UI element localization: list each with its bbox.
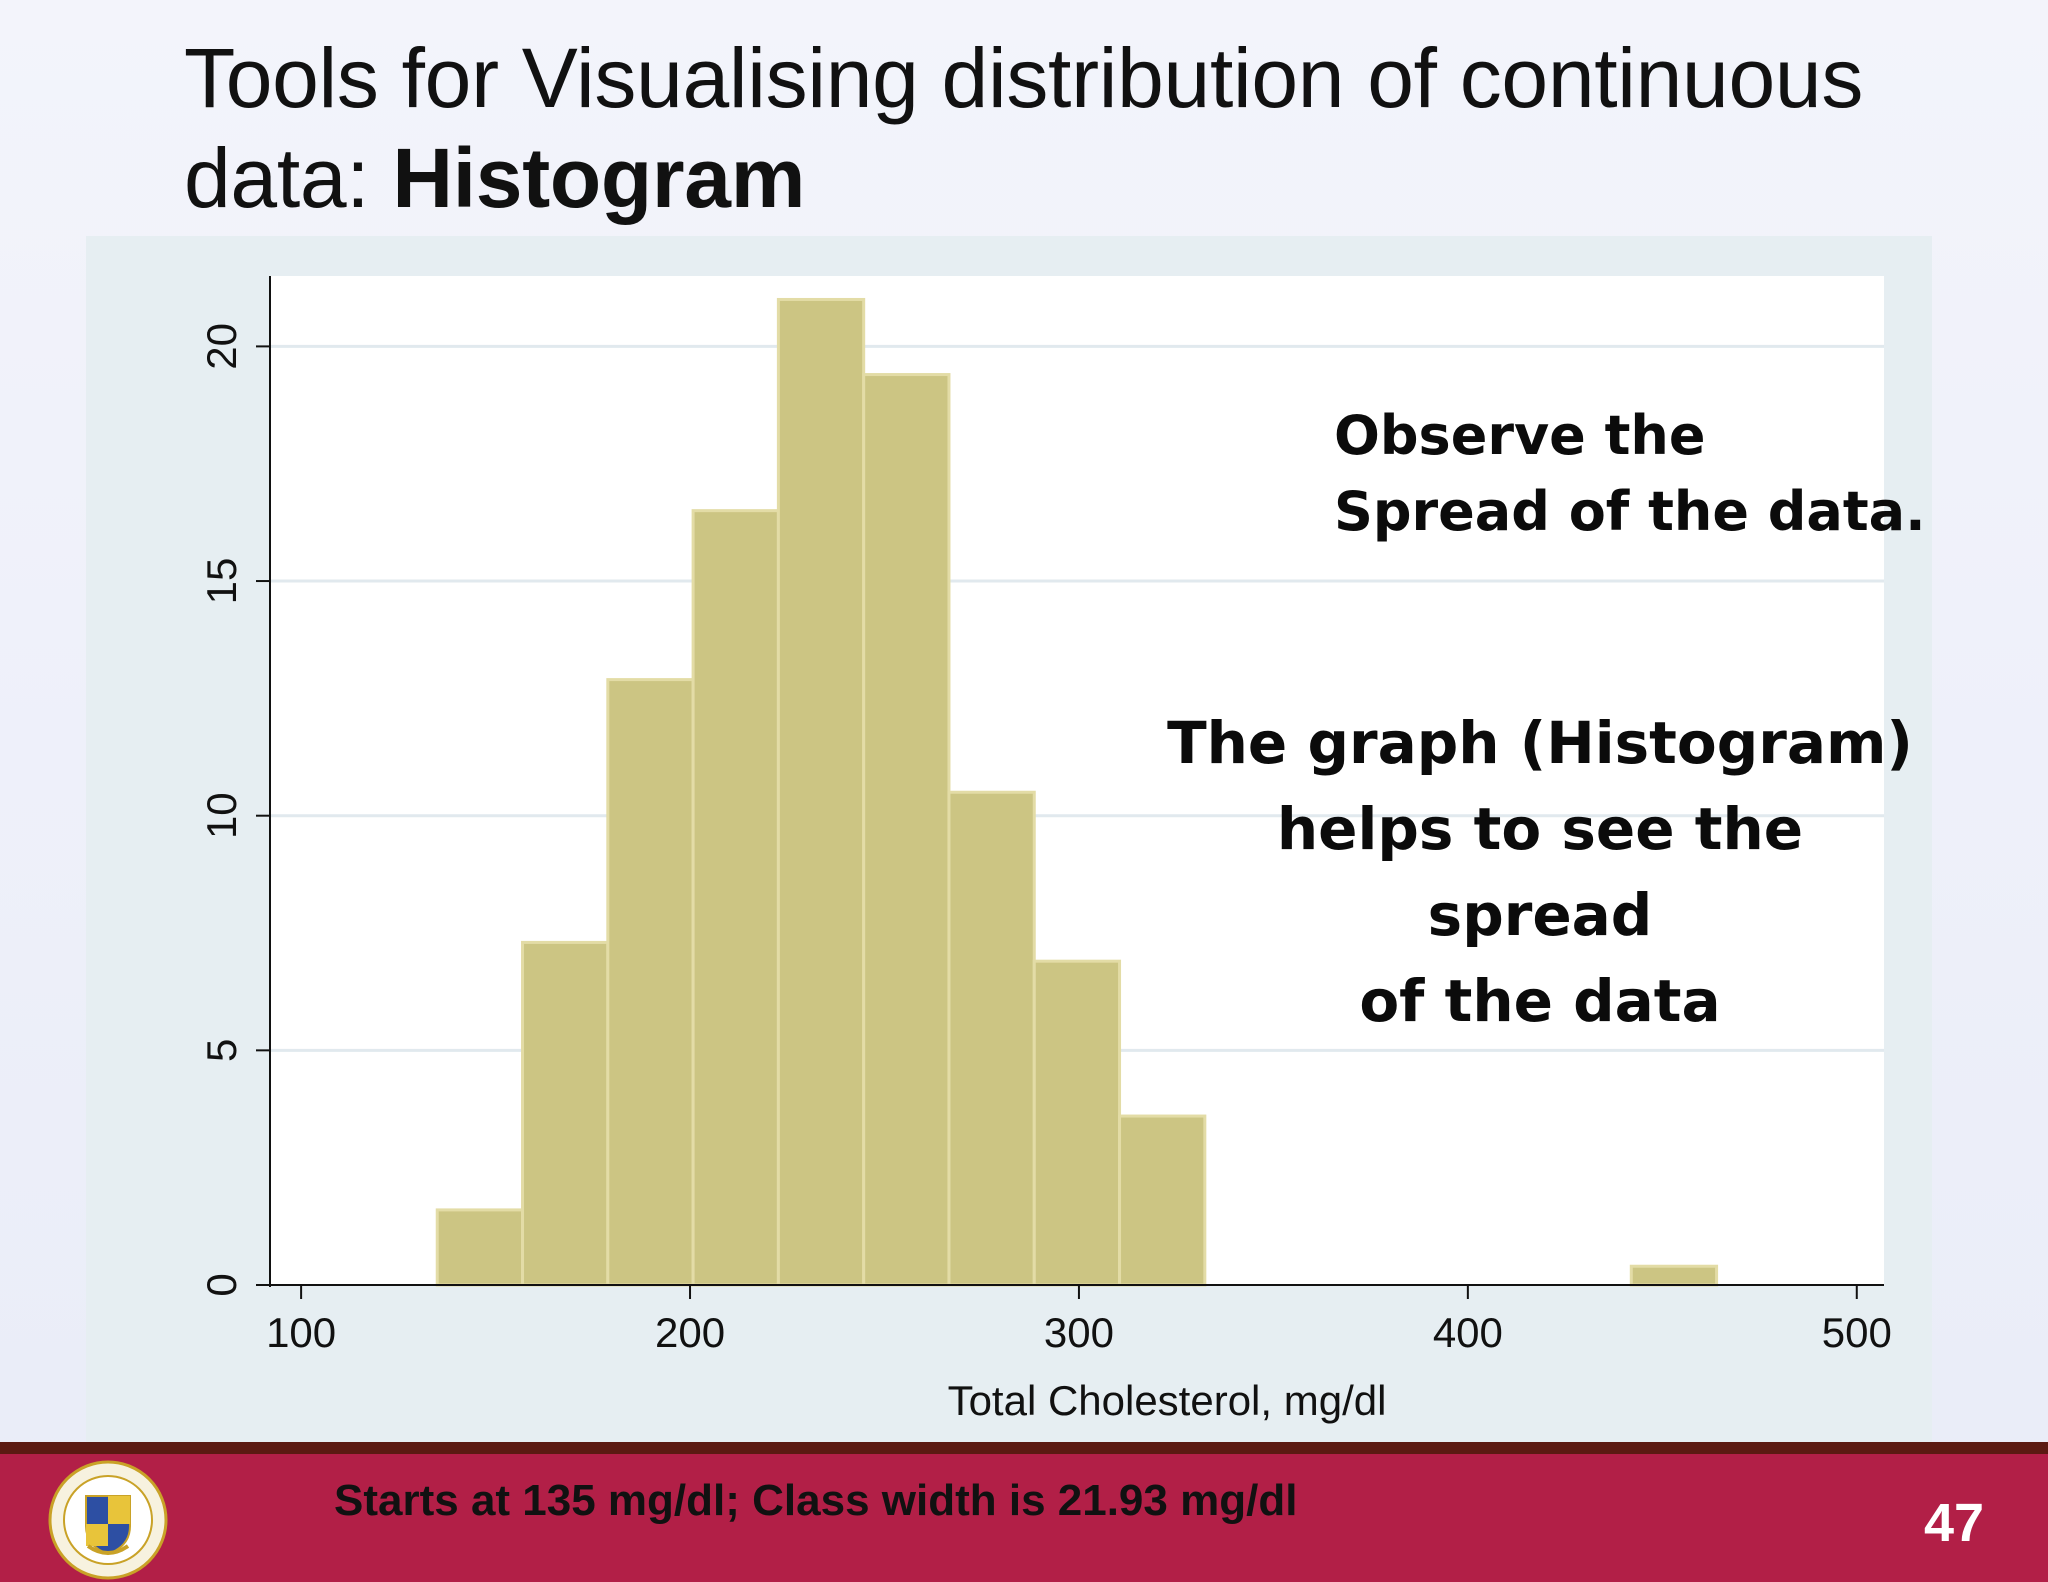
- page-number: 47: [1924, 1493, 1985, 1553]
- observe-line-1: Observe the: [1334, 404, 1706, 467]
- x-tick-label: 500: [1822, 1309, 1892, 1356]
- histogram-bar: [691, 509, 780, 1287]
- histogram-bar: [862, 373, 951, 1287]
- y-tick-label: 10: [198, 792, 245, 839]
- y-tick-label: 20: [198, 323, 245, 370]
- x-tick-label: 100: [266, 1309, 336, 1356]
- x-tick-label: 300: [1044, 1309, 1114, 1356]
- graph-annotation: The graph (Histogram) helps to see the s…: [1160, 700, 1920, 1044]
- title-prefix: data:: [184, 131, 393, 225]
- graph-line-2: helps to see the spread: [1276, 795, 1804, 949]
- histogram-bar: [776, 297, 866, 1287]
- y-tick-label: 5: [198, 1039, 245, 1062]
- histogram-bar: [947, 790, 1036, 1287]
- histogram-bar: [1629, 1264, 1719, 1287]
- university-seal-icon: [48, 1460, 168, 1580]
- histogram-bar: [1032, 959, 1122, 1287]
- histogram-bar: [606, 678, 695, 1287]
- slide-title: Tools for Visualising distribution of co…: [184, 28, 1984, 228]
- title-line-2: data: Histogram: [184, 128, 1984, 228]
- title-bold: Histogram: [392, 131, 806, 225]
- footer-note: Starts at 135 mg/dl; Class width is 21.9…: [334, 1476, 1298, 1525]
- x-axis-label: Total Cholesterol, mg/dl: [948, 1377, 1387, 1424]
- footer-bar: [0, 1442, 2048, 1582]
- graph-line-1: The graph (Histogram): [1167, 709, 1913, 777]
- y-tick-label: 0: [198, 1273, 245, 1296]
- y-tick-label: 15: [198, 558, 245, 605]
- histogram-chart: 0 5 10 15 20 100 200 300 400 500 Total Cholesterol…: [198, 276, 1892, 1424]
- histogram-bar: [1118, 1114, 1207, 1287]
- histogram-bar: [521, 940, 610, 1287]
- x-tick-label: 200: [655, 1309, 725, 1356]
- title-line-1: Tools for Visualising distribution of co…: [184, 31, 1864, 125]
- observe-line-2: Spread of the data.: [1334, 480, 1926, 543]
- graph-line-3: of the data: [1359, 967, 1721, 1035]
- x-tick-label: 400: [1433, 1309, 1503, 1356]
- histogram-bar: [435, 1208, 525, 1287]
- observe-annotation: Observe the Spread of the data.: [1334, 398, 1926, 550]
